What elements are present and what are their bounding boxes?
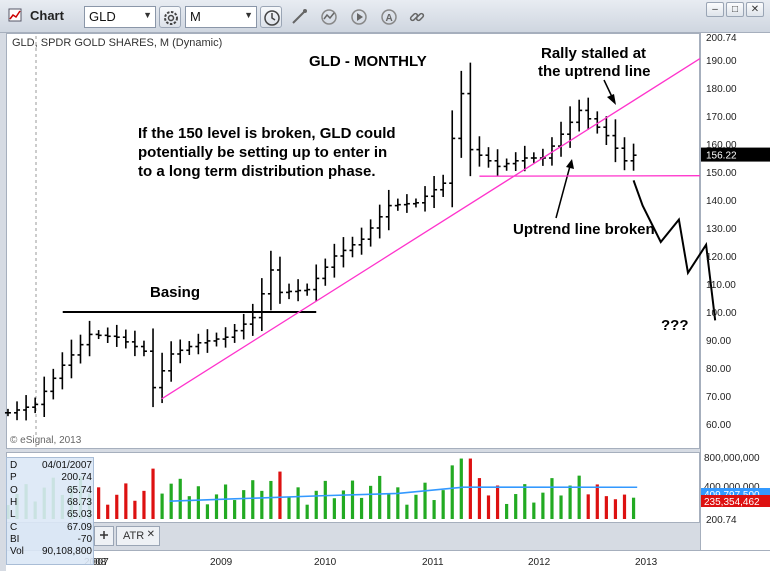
data-window-label: O	[10, 484, 18, 496]
price-axis	[700, 33, 770, 550]
time-axis	[6, 550, 770, 571]
data-window-row: Vol 90,108,800	[10, 546, 94, 557]
link-icon[interactable]	[408, 8, 426, 26]
curve-icon[interactable]	[320, 8, 338, 26]
add-study-button[interactable]	[94, 526, 114, 546]
maximize-button[interactable]: □	[726, 2, 744, 17]
study-tab-row: ATR ✕	[6, 523, 700, 550]
settings-button[interactable]	[159, 6, 181, 28]
volume-pane[interactable]	[6, 452, 700, 523]
data-window-value: 68.73	[66, 496, 92, 508]
draw-line-icon[interactable]	[290, 8, 308, 26]
chevron-down-icon[interactable]: ▼	[244, 10, 253, 20]
time-button[interactable]	[260, 6, 282, 28]
data-window-row: L 65.03	[10, 509, 94, 520]
data-window-value: 65.74	[66, 484, 92, 496]
close-icon[interactable]: ✕	[146, 529, 155, 540]
data-window-row: BI -70	[10, 534, 94, 545]
interval-input[interactable]: M ▼	[185, 6, 257, 28]
gear-icon	[164, 11, 178, 25]
data-window-label: C	[10, 521, 18, 533]
tab-atr-label: ATR	[123, 530, 145, 542]
clock-icon	[264, 10, 280, 26]
symbol-input[interactable]: GLD ▼	[84, 6, 156, 28]
data-window-value: 04/01/2007	[41, 460, 92, 471]
data-window-row: P 200.74	[10, 472, 94, 483]
data-window-label: L	[10, 509, 16, 521]
data-window-value: 90,108,800	[41, 546, 92, 558]
data-window-label: BI	[10, 533, 20, 545]
data-window-value: 67.09	[66, 521, 92, 533]
interval-value: M	[190, 9, 201, 24]
data-window-label: D	[10, 460, 18, 471]
data-window-row: H 68.73	[10, 497, 94, 508]
symbol-value: GLD	[89, 9, 116, 24]
chevron-down-icon[interactable]: ▼	[143, 10, 152, 20]
data-window-label: H	[10, 496, 18, 508]
data-window-row: O 65.74	[10, 485, 94, 496]
chart-app-icon	[8, 8, 22, 22]
data-window-value: -70	[77, 533, 92, 545]
price-pane[interactable]	[6, 33, 700, 449]
title-bar: Chart GLD ▼ M ▼ A – □ ✕	[0, 0, 770, 33]
alert-icon[interactable]: A	[380, 8, 398, 26]
close-button[interactable]: ✕	[746, 2, 764, 17]
svg-text:A: A	[386, 13, 393, 24]
data-window-row: D 04/01/2007	[10, 460, 94, 471]
play-icon[interactable]	[350, 8, 368, 26]
data-window-row: C 67.09	[10, 522, 94, 533]
data-window-value: 65.03	[66, 509, 92, 521]
data-window: D 04/01/2007 P 200.74 O 65.74 H 68.73 L 65.03 C 67.…	[6, 457, 94, 565]
data-window-label: Vol	[10, 546, 24, 558]
tab-atr[interactable]: ATR ✕	[116, 526, 160, 546]
data-window-value: 200.74	[61, 472, 92, 484]
add-icon	[100, 531, 108, 539]
data-window-label: P	[10, 472, 17, 484]
window-title: Chart	[30, 8, 64, 23]
minimize-button[interactable]: –	[706, 2, 724, 17]
